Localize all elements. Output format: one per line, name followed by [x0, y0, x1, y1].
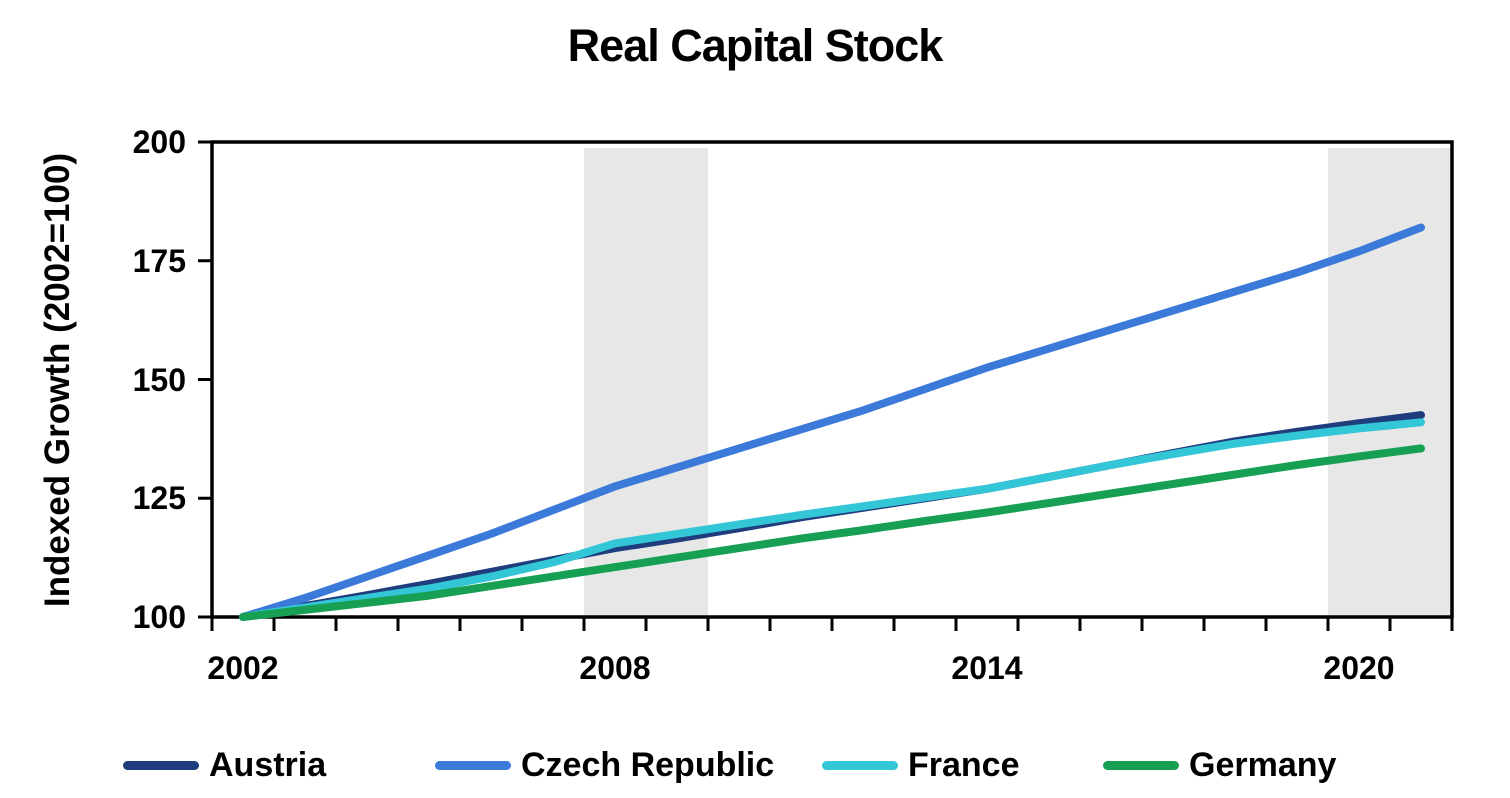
x-tick-label-2002: 2002 [207, 650, 279, 686]
y-tick-label-100: 100 [132, 599, 186, 635]
legend-swatch-france [822, 760, 898, 770]
y-tick-label-175: 175 [132, 242, 186, 279]
legend-swatch-austria [123, 760, 199, 770]
x-tick-label-2020: 2020 [1323, 650, 1395, 686]
legend-item-france: France [822, 740, 1020, 790]
y-tick-label-125: 125 [132, 480, 186, 517]
legend-swatch-germany [1103, 760, 1179, 770]
y-tick-label-200: 200 [132, 124, 186, 160]
series-line-czech-republic [239, 223, 1425, 621]
legend-swatch-czech-republic [435, 760, 511, 770]
legend-label-austria: Austria [209, 745, 327, 784]
legend-item-germany: Germany [1103, 740, 1336, 790]
series-line-germany [239, 444, 1425, 621]
legend-label-france: France [908, 745, 1020, 784]
x-tick-label-2014: 2014 [951, 650, 1023, 686]
plot-border [210, 140, 1454, 619]
legend-label-germany: Germany [1189, 745, 1337, 784]
y-tick-label-150: 150 [132, 361, 186, 398]
recession-2020-2021-band [1328, 148, 1452, 617]
legend-label-czech-republic: Czech Republic [521, 745, 775, 784]
legend-item-austria: Austria [123, 740, 326, 790]
chart-title: Real Capital Stock [567, 20, 944, 71]
x-tick-label-2008: 2008 [579, 650, 651, 686]
y-axis-title: Indexed Growth (2002=100) [38, 152, 77, 608]
series-line-france [239, 418, 1425, 621]
line-chart-plot-area [198, 140, 1454, 631]
legend-item-czech-republic: Czech Republic [435, 740, 774, 790]
chart-legend: Austria Czech Republic France Germany [0, 740, 1510, 790]
